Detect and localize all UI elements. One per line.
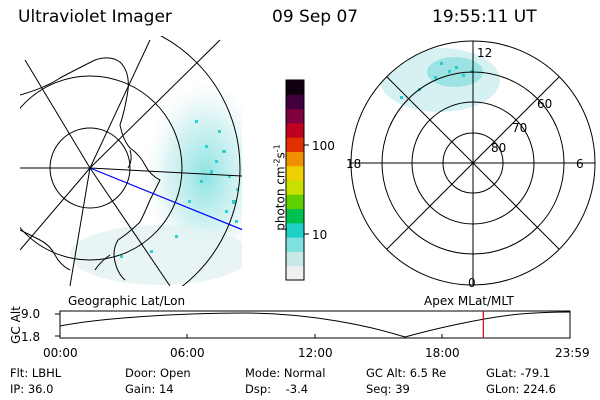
geographic-track-line (89, 167, 242, 231)
magnetic-map-label: Apex MLat/MLT (424, 294, 514, 308)
mlat-label-80: 80 (491, 141, 507, 155)
time: 19:55:11 UT (432, 7, 537, 27)
title: Ultraviolet Imager (18, 7, 172, 27)
mlat-label-60: 60 (537, 97, 553, 111)
info-flt: Flt: LBHL (10, 366, 62, 380)
mlt-label-6: 6 (576, 157, 584, 171)
info-seq: Seq: 39 (366, 382, 410, 396)
altitude-x-tick-0: 00:00 (43, 346, 78, 360)
info-glon: GLon: 224.6 (486, 382, 556, 396)
altitude-plot-frame (59, 310, 571, 339)
colorbar-tick-100: 100 (312, 139, 335, 153)
info-gain: Gain: 14 (125, 382, 174, 396)
colorbar-segment (286, 222, 304, 238)
aurora-glow-lower (70, 225, 242, 285)
date: 09 Sep 07 (272, 7, 359, 27)
coastline (20, 57, 161, 281)
info-dsp: Dsp: -3.4 (245, 382, 309, 396)
colorbar-segment (286, 180, 304, 195)
colorbar-segment (286, 251, 304, 267)
info-ip: IP: 36.0 (10, 382, 54, 396)
colorbar-segment (286, 108, 304, 124)
mlt-label-0: 0 (468, 276, 476, 290)
colorbar-segment (286, 165, 304, 181)
colorbar-segment (286, 265, 304, 281)
mlt-label-12: 12 (477, 46, 493, 60)
info-gcalt: GC Alt: 6.5 Re (366, 366, 447, 380)
altitude-x-tick-3: 18:00 (425, 346, 460, 360)
altitude-x-tick-4: 23:59 (555, 346, 590, 360)
colorbar-tick-10: 10 (312, 228, 328, 242)
info-glat: GLat: -79.1 (486, 366, 551, 380)
colorbar-segment (286, 137, 304, 152)
aurora-speckles (120, 120, 239, 258)
colorbar-segment (286, 208, 304, 224)
colorbar-frame (285, 79, 305, 281)
altitude-y-max: 9.0 (21, 307, 41, 321)
colorbar-segment (286, 151, 304, 167)
colorbar (286, 80, 304, 281)
colorbar-segment (286, 80, 304, 95)
colorbar-segment (286, 194, 304, 210)
aurora-glow (145, 80, 242, 270)
info-mode: Mode: Normal (245, 366, 326, 380)
info-door: Door: Open (125, 366, 191, 380)
altitude-y-min: 1.8 (21, 330, 41, 344)
colorbar-unit-label: photon cm-2s-1 (272, 144, 288, 231)
geographic-map-label: Geographic Lat/Lon (68, 294, 186, 308)
altitude-x-tick-2: 12:00 (298, 346, 333, 360)
mlat-label-70: 70 (512, 121, 528, 135)
colorbar-segment (286, 122, 304, 138)
altitude-x-tick-1: 06:00 (170, 346, 205, 360)
colorbar-segment (286, 94, 304, 110)
mlt-label-18: 18 (346, 157, 362, 171)
colorbar-segment (286, 237, 304, 252)
altitude-curve (59, 311, 571, 338)
magnetic-map (350, 40, 596, 286)
geographic-map (20, 36, 242, 286)
